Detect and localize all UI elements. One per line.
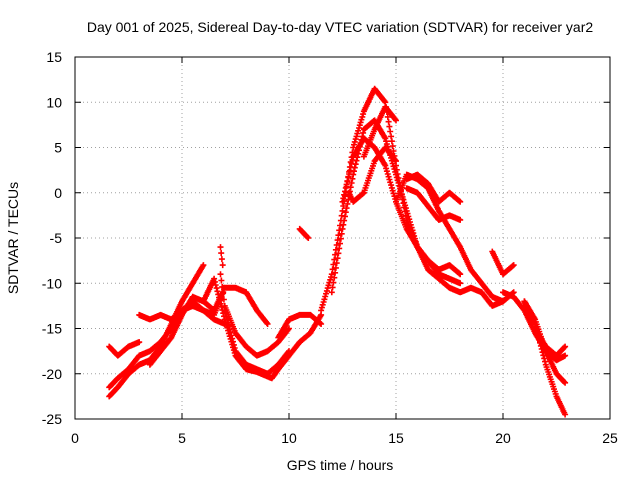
- y-tick-label: 0: [54, 185, 62, 201]
- chart-background: [0, 0, 640, 480]
- y-tick-label: -5: [50, 230, 63, 246]
- x-tick-label: 20: [495, 430, 511, 446]
- chart-title: Day 001 of 2025, Sidereal Day-to-day VTE…: [87, 19, 593, 35]
- chart: 0 5 10 15 20 25 -25 -20 -15 -10 -5 0 5 10 15 Day 001 o…: [0, 0, 640, 480]
- x-tick-label: 10: [281, 430, 297, 446]
- x-tick-label: 25: [602, 430, 618, 446]
- y-axis-title: SDTVAR / TECUs: [5, 182, 21, 294]
- y-tick-label: -15: [42, 321, 62, 337]
- y-tick-label: -10: [42, 275, 62, 291]
- x-tick-label: 0: [71, 430, 79, 446]
- y-tick-label: -20: [42, 366, 62, 382]
- y-tick-label: 15: [46, 49, 62, 65]
- x-tick-label: 5: [178, 430, 186, 446]
- y-tick-label: 5: [54, 140, 62, 156]
- x-axis-title: GPS time / hours: [287, 457, 394, 473]
- y-tick-label: -25: [42, 411, 62, 427]
- y-tick-label: 10: [46, 94, 62, 110]
- x-tick-label: 15: [388, 430, 404, 446]
